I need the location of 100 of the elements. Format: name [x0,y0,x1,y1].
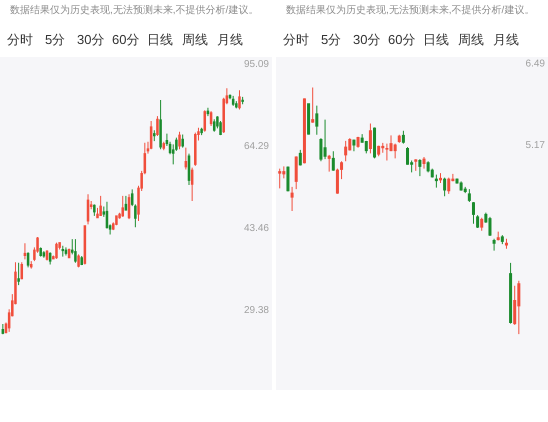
candlestick [64,246,68,256]
candlestick [500,234,504,245]
candlestick [468,188,471,202]
text: 日线 [147,32,173,47]
y-tick-label: 5.17 [526,140,546,151]
candlestick [434,174,438,188]
candlestick [476,214,480,229]
candlestick [115,214,118,226]
candlestick [46,250,48,262]
text: 日线 [423,32,449,47]
candlestick [352,138,356,152]
candlestick [190,167,194,202]
candlestick [42,250,46,258]
text: 30分 [353,32,380,47]
candlestick [26,252,30,268]
candlestick [2,324,4,335]
candlestick [200,127,203,136]
candlestick [39,246,42,258]
candlestick [84,224,86,266]
text: 30分 [77,32,104,47]
candlestick [517,280,520,335]
candlestick [20,262,24,280]
candlestick [74,238,77,264]
candlestick [509,262,512,324]
candlestick [162,141,166,151]
candlestick [241,96,244,105]
candlestick [150,120,152,150]
candlestick [212,118,216,132]
text: 5分 [321,32,342,47]
candlestick [422,156,426,170]
candlestick [48,252,52,266]
candlestick [278,168,282,189]
candlestick [24,242,26,260]
candlestick [178,131,181,150]
candlestick [328,154,331,172]
candlestick [488,216,492,237]
candlestick [492,238,496,252]
y-tick-label: 64.29 [244,140,270,152]
candlestick [418,158,422,177]
candlestick [153,130,156,142]
candlestick [238,90,241,110]
candlestick [324,119,327,160]
candlestick [121,195,124,218]
text: 数据结果仅为历史表现,无法预测未来,不提供分析/建议。 [10,4,258,16]
candlestick [298,149,302,166]
candlestick [294,156,298,190]
text: 周线 [458,32,484,47]
candlestick [206,107,210,117]
candlestick [460,180,463,192]
text: 月线 [493,32,519,47]
candlestick [472,201,475,224]
candlestick [128,194,130,220]
candlestick [156,116,159,137]
y-tick-label: 29.38 [244,304,270,316]
candlestick [17,262,20,286]
candlestick [86,194,90,225]
candlestick [290,186,294,212]
candlestick [344,140,348,162]
candlestick [188,153,190,186]
candlestick [480,217,484,232]
text: 5分 [45,32,66,47]
text: 数据结果仅为历史表现,无法预测未来,不提供分析/建议。 [286,4,534,16]
candlestick [402,130,405,144]
candlestick [80,256,83,266]
candlestick [504,238,508,250]
candlestick [311,87,314,124]
candlestick [368,122,372,154]
y-tick-label: 95.09 [244,58,270,70]
candlestick [77,254,80,268]
candlestick [438,172,442,184]
candlestick [377,145,380,157]
candlestick [232,95,234,106]
candlestick [159,100,162,150]
candlestick [62,245,64,258]
text: 分时 [7,32,33,47]
y-tick-label: 43.46 [244,222,270,234]
candlestick [30,260,33,270]
candlestick [55,242,58,260]
candlestick [204,110,206,132]
candlestick [194,132,197,166]
candlestick [99,195,102,216]
candlestick [210,110,212,127]
candlestick [68,248,70,259]
candlestick [398,134,401,144]
y-tick-label: 6.49 [526,58,546,70]
candlestick [93,204,96,216]
text: 60分 [388,32,416,47]
text: 月线 [217,32,243,47]
candlestick [447,177,450,194]
candlestick [184,147,188,170]
text: 60分 [112,32,140,47]
text: 周线 [182,32,208,47]
candlestick [356,136,360,148]
candlestick [496,231,500,242]
candlestick [307,102,310,136]
candlestick [124,195,128,212]
candlestick [332,150,335,172]
candlestick [315,105,318,136]
text: 分时 [283,32,309,47]
candlestick [302,98,306,164]
